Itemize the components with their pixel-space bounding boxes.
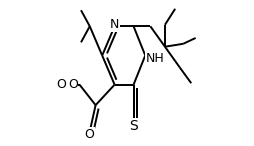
Text: NH: NH xyxy=(146,52,165,65)
Text: O: O xyxy=(57,78,67,91)
Text: N: N xyxy=(110,18,119,31)
Text: O: O xyxy=(84,128,94,141)
Text: S: S xyxy=(129,119,138,133)
Text: O: O xyxy=(68,78,78,91)
